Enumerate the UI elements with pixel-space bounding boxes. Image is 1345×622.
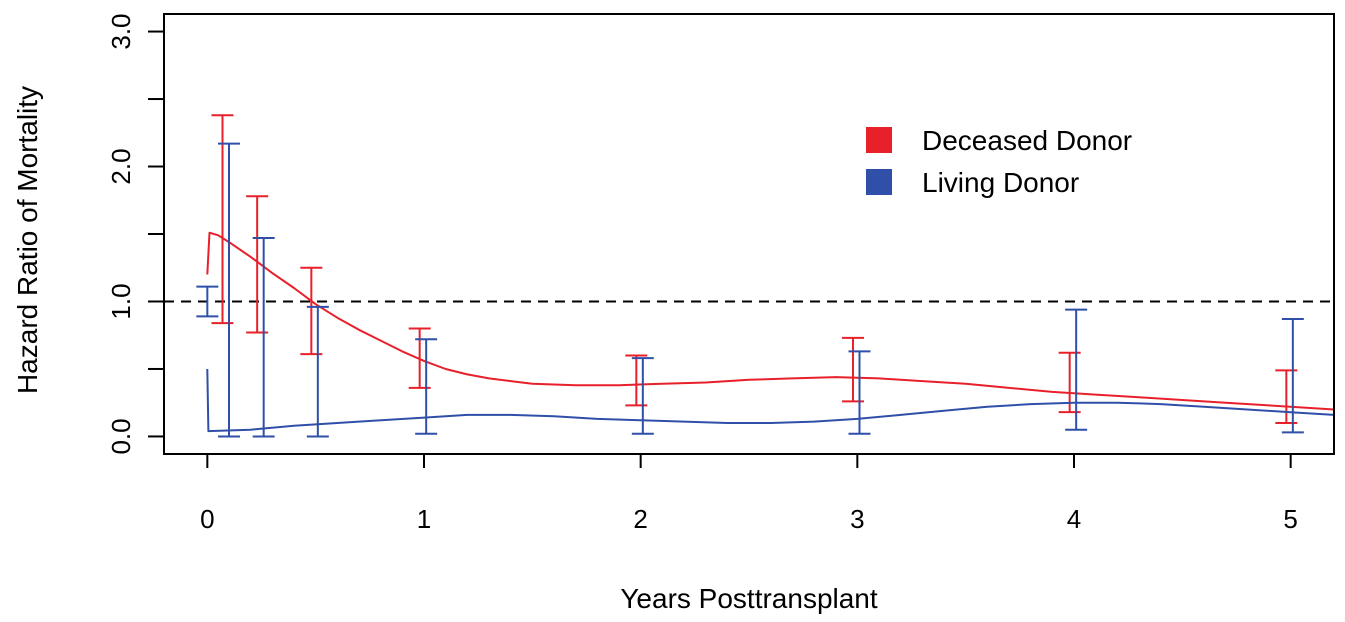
living-donor-error-bar bbox=[306, 305, 329, 438]
x-tick-label: 5 bbox=[1283, 504, 1297, 534]
plot-frame bbox=[163, 13, 1335, 455]
x-tick-label: 1 bbox=[417, 504, 431, 534]
legend-label-deceased-donor: Deceased Donor bbox=[922, 125, 1132, 156]
y-axis-title: Hazard Ratio of Mortality bbox=[12, 86, 43, 394]
legend-swatch-deceased-donor bbox=[866, 127, 892, 153]
deceased-donor-error-bar bbox=[211, 114, 234, 325]
deceased-donor-error-bar bbox=[300, 266, 323, 356]
x-tick-label: 0 bbox=[200, 504, 214, 534]
legend-swatch-living-donor bbox=[866, 169, 892, 195]
living-donor-error-bar bbox=[218, 142, 240, 438]
living-donor-error-bar bbox=[252, 237, 275, 438]
x-axis: 0 1 2 3 4 5 bbox=[200, 453, 1298, 534]
living-donor-error-bar bbox=[631, 357, 654, 435]
living-donor-error-bar bbox=[1065, 308, 1088, 431]
y-tick-label: 3.0 bbox=[106, 13, 136, 49]
y-tick-label: 1.0 bbox=[106, 283, 136, 319]
deceased-donor-error-bar bbox=[625, 354, 648, 407]
legend-label-living-donor: Living Donor bbox=[922, 167, 1079, 198]
living-donor-curve bbox=[206, 368, 1335, 433]
living-donor-error-bar bbox=[196, 285, 219, 318]
living-donor-error-bar bbox=[848, 350, 871, 435]
x-tick-label: 4 bbox=[1067, 504, 1081, 534]
deceased-donor-error-bar bbox=[842, 336, 864, 403]
y-axis: 0.0 1.0 2.0 3.0 bbox=[106, 13, 165, 455]
deceased-donor-error-bar bbox=[1275, 369, 1298, 424]
x-tick-label: 3 bbox=[850, 504, 864, 534]
deceased-donor-error-bar bbox=[246, 195, 269, 334]
y-tick-label: 2.0 bbox=[106, 148, 136, 184]
y-tick-label: 0.0 bbox=[106, 418, 136, 454]
living-donor-error-bar bbox=[415, 338, 438, 435]
x-axis-title: Years Posttransplant bbox=[620, 583, 878, 614]
x-tick-label: 2 bbox=[633, 504, 647, 534]
deceased-donor-error-bar bbox=[408, 327, 431, 389]
living-donor-error-bar bbox=[1281, 318, 1304, 434]
deceased-donor-curve bbox=[206, 231, 1335, 411]
legend: Deceased Donor Living Donor bbox=[866, 125, 1132, 198]
